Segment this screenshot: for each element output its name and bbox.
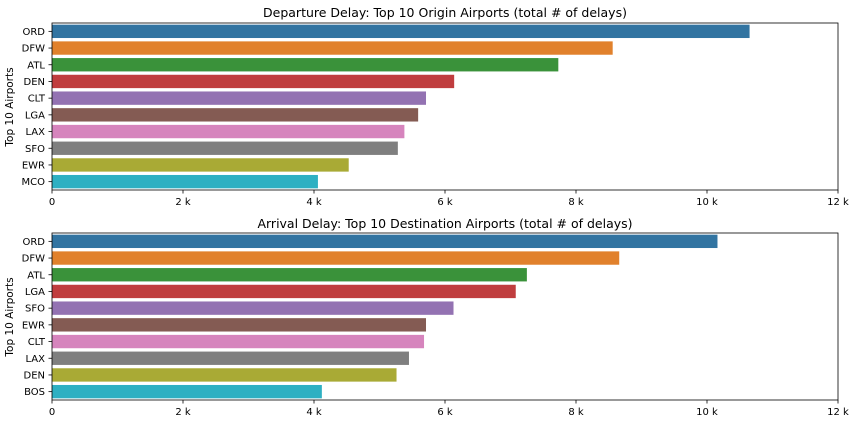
departure-category-label-ewr: EWR: [22, 160, 45, 171]
departure-x-axis: 0 2 k 4 k 6 k 8 k 10 k 12 k: [49, 190, 849, 208]
arrival-bar-dfw: [52, 251, 620, 265]
arrival-category-label-clt: CLT: [28, 337, 46, 348]
departure-bar-lga: [52, 108, 419, 122]
arrival-bar-clt: [52, 334, 425, 349]
arrival-bar-bos: [52, 384, 322, 399]
departure-delay-panel: Departure Delay: Top 10 Origin Airports …: [4, 5, 849, 208]
departure-category-label-sfo: SFO: [25, 144, 45, 155]
arrival-x-tick-label: 8 k: [568, 407, 584, 418]
departure-x-tick-label: 4 k: [306, 197, 322, 208]
departure-category-label-den: DEN: [24, 77, 46, 88]
departure-bar-sfo: [52, 141, 398, 155]
arrival-x-tick-label: 6 k: [437, 407, 453, 418]
arrival-x-tick-label: 0: [49, 407, 55, 418]
departure-plot-frame: [51, 22, 839, 191]
arrival-plot-frame: [51, 232, 839, 401]
arrival-y-axis-label: Top 10 Airports: [4, 277, 16, 357]
departure-category-label-mco: MCO: [22, 177, 46, 188]
departure-bar-dfw: [52, 41, 613, 55]
departure-bar-clt: [52, 91, 427, 105]
arrival-category-label-ewr: EWR: [22, 320, 45, 331]
arrival-category-label-den: DEN: [24, 370, 46, 381]
departure-bar-lax: [52, 124, 405, 139]
arrival-x-tick-label: 10 k: [696, 407, 718, 418]
departure-category-label-clt: CLT: [28, 94, 46, 105]
arrival-bar-lax: [52, 351, 409, 365]
arrival-bar-den: [52, 368, 397, 382]
departure-category-label-dfw: DFW: [22, 44, 45, 55]
departure-bar-den: [52, 74, 455, 89]
departure-x-tick-label: 0: [49, 197, 55, 208]
arrival-x-tick-label: 12 k: [827, 407, 849, 418]
departure-category-labels: ORD DFW ATL DEN CLT LGA LAX SFO EWR MCO: [22, 27, 52, 188]
arrival-x-axis: 0 2 k 4 k 6 k 8 k 10 k 12 k: [49, 400, 849, 418]
arrival-bars: [52, 234, 718, 399]
departure-category-label-lax: LAX: [26, 127, 46, 138]
arrival-category-label-atl: ATL: [27, 270, 45, 281]
departure-bars: [52, 24, 750, 189]
arrival-x-tick-label: 4 k: [306, 407, 322, 418]
arrival-chart-title: Arrival Delay: Top 10 Destination Airpor…: [257, 216, 632, 231]
departure-x-tick-label: 2 k: [175, 197, 191, 208]
departure-x-tick-label: 6 k: [437, 197, 453, 208]
arrival-bar-ord: [52, 234, 718, 249]
departure-y-axis-label: Top 10 Airports: [4, 67, 16, 147]
arrival-category-label-lga: LGA: [25, 287, 45, 298]
arrival-bar-lga: [52, 284, 516, 299]
arrival-category-label-dfw: DFW: [22, 254, 45, 265]
departure-x-tick-label: 12 k: [827, 197, 849, 208]
arrival-x-tick-label: 2 k: [175, 407, 191, 418]
arrival-delay-panel: Arrival Delay: Top 10 Destination Airpor…: [4, 216, 849, 418]
departure-category-label-atl: ATL: [27, 60, 45, 71]
arrival-bar-atl: [52, 268, 527, 282]
departure-x-tick-label: 8 k: [568, 197, 584, 208]
departure-category-label-lga: LGA: [25, 110, 45, 121]
arrival-bar-ewr: [52, 318, 427, 332]
arrival-category-label-bos: BOS: [24, 387, 45, 398]
departure-x-tick-label: 10 k: [696, 197, 718, 208]
arrival-bar-sfo: [52, 301, 454, 315]
departure-bar-ewr: [52, 158, 349, 172]
arrival-category-labels: ORD DFW ATL LGA SFO EWR CLT LAX DEN BOS: [22, 237, 52, 398]
departure-bar-atl: [52, 58, 559, 72]
departure-category-label-ord: ORD: [22, 27, 45, 38]
arrival-category-label-lax: LAX: [26, 354, 46, 365]
departure-bar-mco: [52, 174, 318, 189]
arrival-category-label-sfo: SFO: [25, 304, 45, 315]
arrival-category-label-ord: ORD: [22, 237, 45, 248]
departure-bar-ord: [52, 24, 750, 39]
departure-chart-title: Departure Delay: Top 10 Origin Airports …: [263, 5, 627, 20]
